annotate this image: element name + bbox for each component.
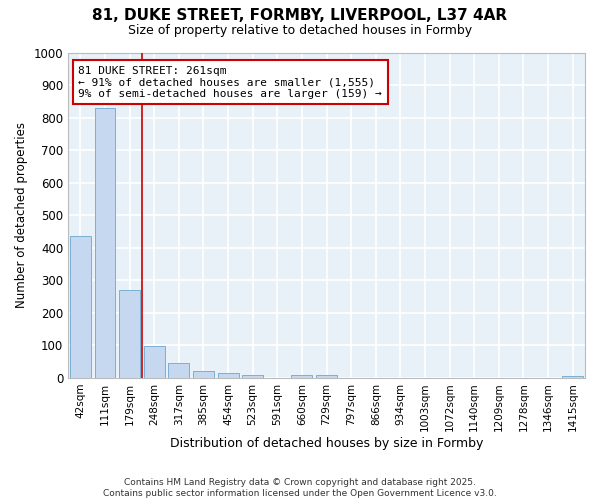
- Text: 81 DUKE STREET: 261sqm
← 91% of detached houses are smaller (1,555)
9% of semi-d: 81 DUKE STREET: 261sqm ← 91% of detached…: [79, 66, 382, 98]
- Bar: [316, 375, 337, 378]
- Y-axis label: Number of detached properties: Number of detached properties: [15, 122, 28, 308]
- Bar: [119, 290, 140, 378]
- Bar: [144, 346, 164, 378]
- Bar: [70, 236, 91, 378]
- Bar: [95, 108, 115, 378]
- Bar: [562, 376, 583, 378]
- Bar: [193, 370, 214, 378]
- X-axis label: Distribution of detached houses by size in Formby: Distribution of detached houses by size …: [170, 437, 483, 450]
- Bar: [218, 373, 239, 378]
- Text: Size of property relative to detached houses in Formby: Size of property relative to detached ho…: [128, 24, 472, 37]
- Bar: [169, 362, 189, 378]
- Bar: [292, 374, 313, 378]
- Text: Contains HM Land Registry data © Crown copyright and database right 2025.
Contai: Contains HM Land Registry data © Crown c…: [103, 478, 497, 498]
- Text: 81, DUKE STREET, FORMBY, LIVERPOOL, L37 4AR: 81, DUKE STREET, FORMBY, LIVERPOOL, L37 …: [92, 8, 508, 22]
- Bar: [242, 374, 263, 378]
